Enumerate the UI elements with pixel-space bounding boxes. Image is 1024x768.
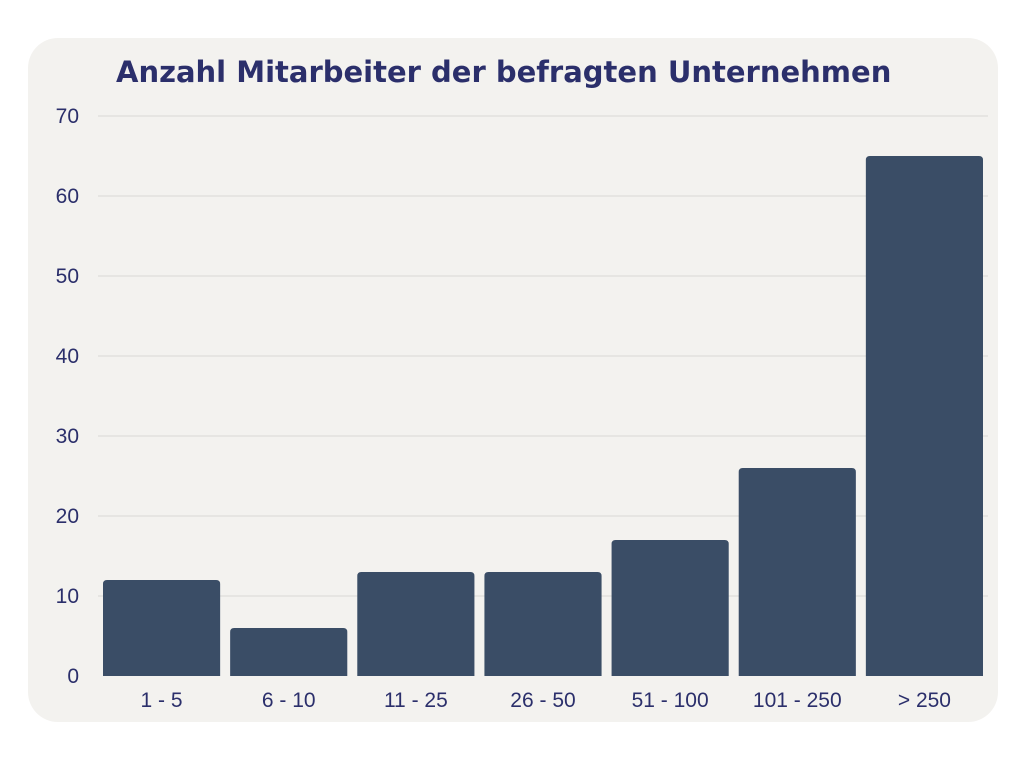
- x-tick-label: 6 - 10: [262, 689, 316, 712]
- y-tick-label: 20: [56, 505, 79, 528]
- bar-6: [865, 156, 983, 676]
- bar-1: [230, 628, 348, 676]
- bars: [103, 156, 983, 676]
- bar-5: [738, 468, 856, 676]
- x-axis-ticks: 1 - 5 6 - 10 11 - 25 26 - 50 51 - 100 101 - 2…: [141, 689, 951, 712]
- grid-lines: [98, 115, 988, 597]
- bar-4: [611, 540, 729, 676]
- x-tick-label: > 250: [898, 689, 951, 712]
- y-tick-label: 50: [56, 265, 79, 288]
- y-tick-label: 40: [56, 345, 79, 368]
- x-tick-label: 51 - 100: [632, 689, 709, 712]
- y-tick-label: 10: [56, 585, 79, 608]
- chart-title: Anzahl Mitarbeiter der befragten Unterne…: [116, 55, 892, 89]
- y-tick-label: 0: [67, 665, 79, 688]
- bar-3: [484, 572, 602, 676]
- bar-2: [357, 572, 475, 676]
- y-axis-ticks: 0 10 20 30 40 50 60 70: [56, 105, 79, 688]
- x-tick-label: 101 - 250: [753, 689, 842, 712]
- x-tick-label: 26 - 50: [510, 689, 575, 712]
- y-tick-label: 60: [56, 185, 79, 208]
- x-tick-label: 11 - 25: [384, 689, 448, 712]
- bar-0: [103, 580, 221, 676]
- y-tick-label: 70: [56, 105, 79, 128]
- x-tick-label: 1 - 5: [141, 689, 183, 712]
- y-tick-label: 30: [56, 425, 79, 448]
